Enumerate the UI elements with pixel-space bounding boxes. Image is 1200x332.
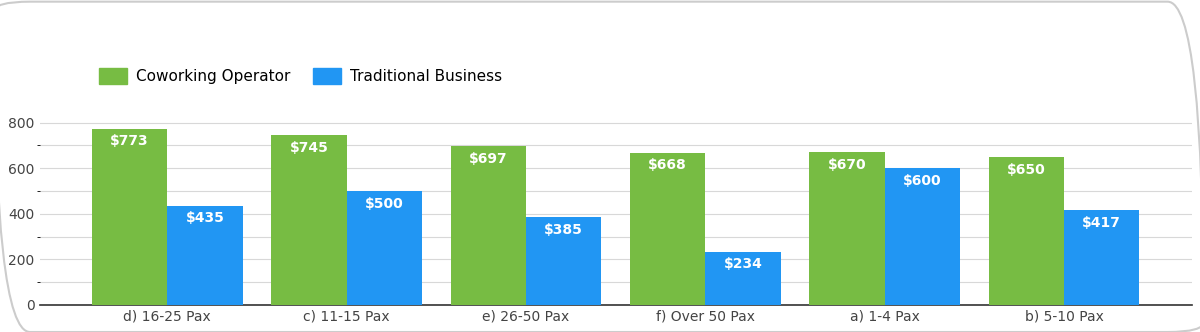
- Bar: [630, 153, 706, 305]
- Text: $600: $600: [902, 174, 942, 188]
- Bar: [1064, 210, 1139, 305]
- Text: $500: $500: [365, 197, 403, 211]
- Text: $435: $435: [186, 211, 224, 225]
- Text: $773: $773: [110, 134, 149, 148]
- Bar: [451, 146, 526, 305]
- Bar: [167, 206, 242, 305]
- Bar: [92, 129, 167, 305]
- Bar: [884, 168, 960, 305]
- Text: $697: $697: [469, 152, 508, 166]
- Legend: Coworking Operator, Traditional Business: Coworking Operator, Traditional Business: [94, 62, 509, 90]
- Bar: [706, 252, 781, 305]
- Bar: [989, 157, 1064, 305]
- Bar: [347, 191, 422, 305]
- Bar: [271, 135, 347, 305]
- Text: $745: $745: [289, 141, 329, 155]
- Text: $668: $668: [648, 158, 688, 172]
- Text: $650: $650: [1007, 162, 1045, 177]
- Text: $234: $234: [724, 257, 762, 271]
- Bar: [526, 217, 601, 305]
- Text: $417: $417: [1082, 215, 1121, 229]
- Text: $385: $385: [544, 223, 583, 237]
- Bar: [809, 152, 884, 305]
- Text: $670: $670: [828, 158, 866, 172]
